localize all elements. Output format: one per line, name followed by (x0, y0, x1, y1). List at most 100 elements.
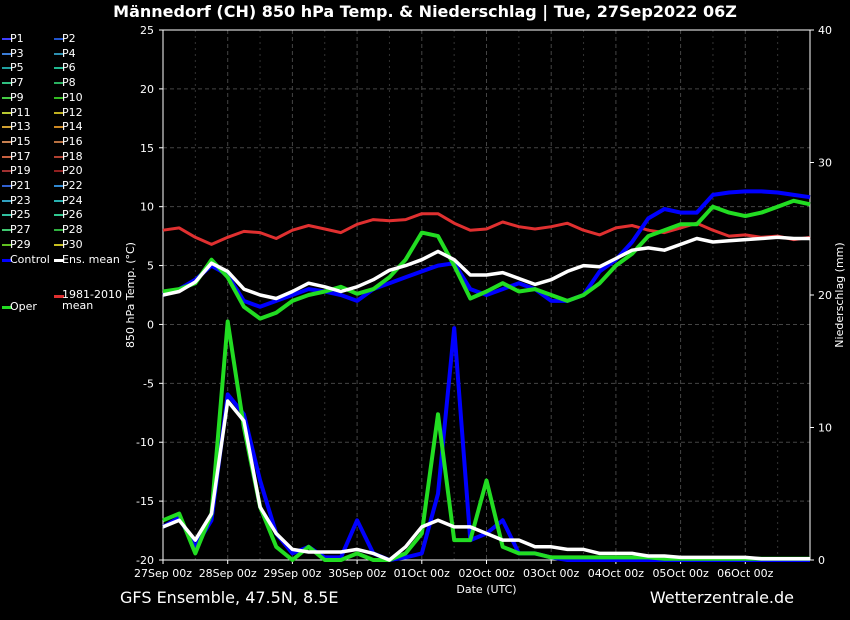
legend-swatch (2, 38, 12, 40)
legend-label: P2 (62, 32, 76, 45)
legend-swatch (54, 155, 64, 158)
legend-label: P25 (10, 208, 31, 222)
x-axis-label: Date (UTC) (456, 583, 516, 596)
y2-tick-label: 40 (818, 24, 832, 37)
y2-axis-label: Niederschlag (mm) (833, 242, 846, 347)
legend-label: P11 (10, 105, 31, 119)
legend-swatch (54, 185, 64, 187)
legend-swatch (54, 170, 64, 173)
legend-swatch (2, 96, 12, 99)
legend-swatch (54, 229, 64, 232)
y-tick-label: -20 (136, 554, 154, 567)
legend-swatch (2, 170, 12, 173)
legend-label: 1981-2010 mean (62, 288, 122, 312)
legend-swatch (54, 258, 64, 262)
y-tick-label: -5 (143, 377, 154, 390)
legend-label: P19 (10, 164, 31, 178)
legend-label: P12 (62, 105, 83, 119)
legend-label: P21 (10, 179, 31, 192)
y-tick-label: 20 (140, 83, 154, 96)
legend-swatch (54, 243, 64, 246)
legend-swatch (54, 199, 64, 202)
legend-label: P14 (62, 120, 83, 134)
y-tick-label: -10 (136, 436, 154, 449)
y-tick-label: 15 (140, 142, 154, 155)
legend-swatch (54, 82, 64, 85)
legend-label: P4 (62, 46, 76, 60)
legend-label: P9 (10, 90, 24, 104)
legend-label: P3 (10, 46, 24, 60)
x-tick-label: 29Sep 00z (263, 567, 321, 580)
legend-swatch (2, 52, 12, 55)
legend-swatch (54, 67, 64, 70)
x-tick-label: 01Oct 00z (394, 567, 451, 580)
legend-swatch (2, 111, 12, 114)
legend-swatch (2, 126, 12, 129)
legend-swatch (2, 155, 12, 158)
x-tick-label: 03Oct 00z (523, 567, 580, 580)
legend-label: P18 (62, 149, 83, 163)
x-tick-label: 02Oct 00z (458, 567, 515, 580)
y2-tick-label: 0 (818, 554, 825, 567)
legend-label: P27 (10, 223, 31, 237)
legend-swatch (2, 185, 12, 187)
legend-swatch (54, 96, 64, 99)
legend-label: P10 (62, 90, 83, 104)
temp-line-1981-2010-mean (162, 212, 811, 246)
y-tick-label: 0 (147, 318, 154, 331)
legend-label: P8 (62, 76, 76, 90)
chart-title: Männedorf (CH) 850 hPa Temp. & Niedersch… (113, 2, 737, 21)
legend-swatch (2, 229, 12, 232)
x-tick-label: 04Oct 00z (588, 567, 645, 580)
legend-label: Control (10, 252, 50, 266)
legend-label: P15 (10, 134, 31, 148)
legend-swatch (54, 140, 64, 143)
x-tick-label: 28Sep 00z (199, 567, 257, 580)
x-tick-label: 27Sep 00z (134, 567, 192, 580)
legend-swatch (54, 111, 64, 114)
legend-swatch (2, 199, 12, 202)
legend-swatch (2, 306, 12, 309)
temp-line-oper (162, 198, 811, 321)
x-tick-label: 06Oct 00z (717, 567, 774, 580)
legend-label: P5 (10, 61, 24, 75)
legend-label: P6 (62, 61, 76, 75)
x-tick-label: 30Sep 00z (328, 567, 386, 580)
x-tick-label: 05Oct 00z (652, 567, 709, 580)
legend-label: P16 (62, 134, 83, 148)
temp-line-ens-mean (162, 235, 810, 301)
legend-swatch (2, 82, 12, 85)
y2-tick-label: 10 (818, 422, 832, 435)
legend-label: P22 (62, 179, 83, 192)
legend-label: P20 (62, 164, 83, 178)
legend-label: P7 (10, 76, 24, 90)
legend-label: P1 (10, 32, 24, 45)
y-tick-label: 10 (140, 201, 154, 214)
y2-tick-label: 20 (818, 289, 832, 302)
footer-site-name: Wetterzentrale.de (649, 588, 794, 607)
legend-label: P17 (10, 149, 31, 163)
legend-label: P30 (62, 237, 83, 251)
legend-swatch (2, 258, 12, 262)
legend-swatch (2, 140, 12, 143)
temp-line-control (162, 189, 811, 309)
legend-swatch (54, 38, 64, 40)
legend-label: P26 (62, 208, 83, 222)
legend-label: Ens. mean (62, 252, 120, 266)
y-tick-label: 25 (140, 24, 154, 37)
legend-label: P13 (10, 120, 31, 134)
legend-label: Oper (10, 300, 37, 313)
legend-label: P23 (10, 193, 31, 207)
y-axis-label: 850 hPa Temp. (°C) (124, 242, 137, 348)
legend-swatch (54, 295, 64, 298)
legend-label: P24 (62, 193, 83, 207)
precip-line-ens-mean (162, 399, 810, 562)
legend-swatch (2, 67, 12, 70)
legend-swatch (2, 243, 12, 246)
legend-swatch (54, 126, 64, 129)
y-tick-label: -15 (136, 495, 154, 508)
y2-tick-label: 30 (818, 157, 832, 170)
legend-swatch (2, 214, 12, 217)
precip-line-oper (162, 319, 810, 562)
